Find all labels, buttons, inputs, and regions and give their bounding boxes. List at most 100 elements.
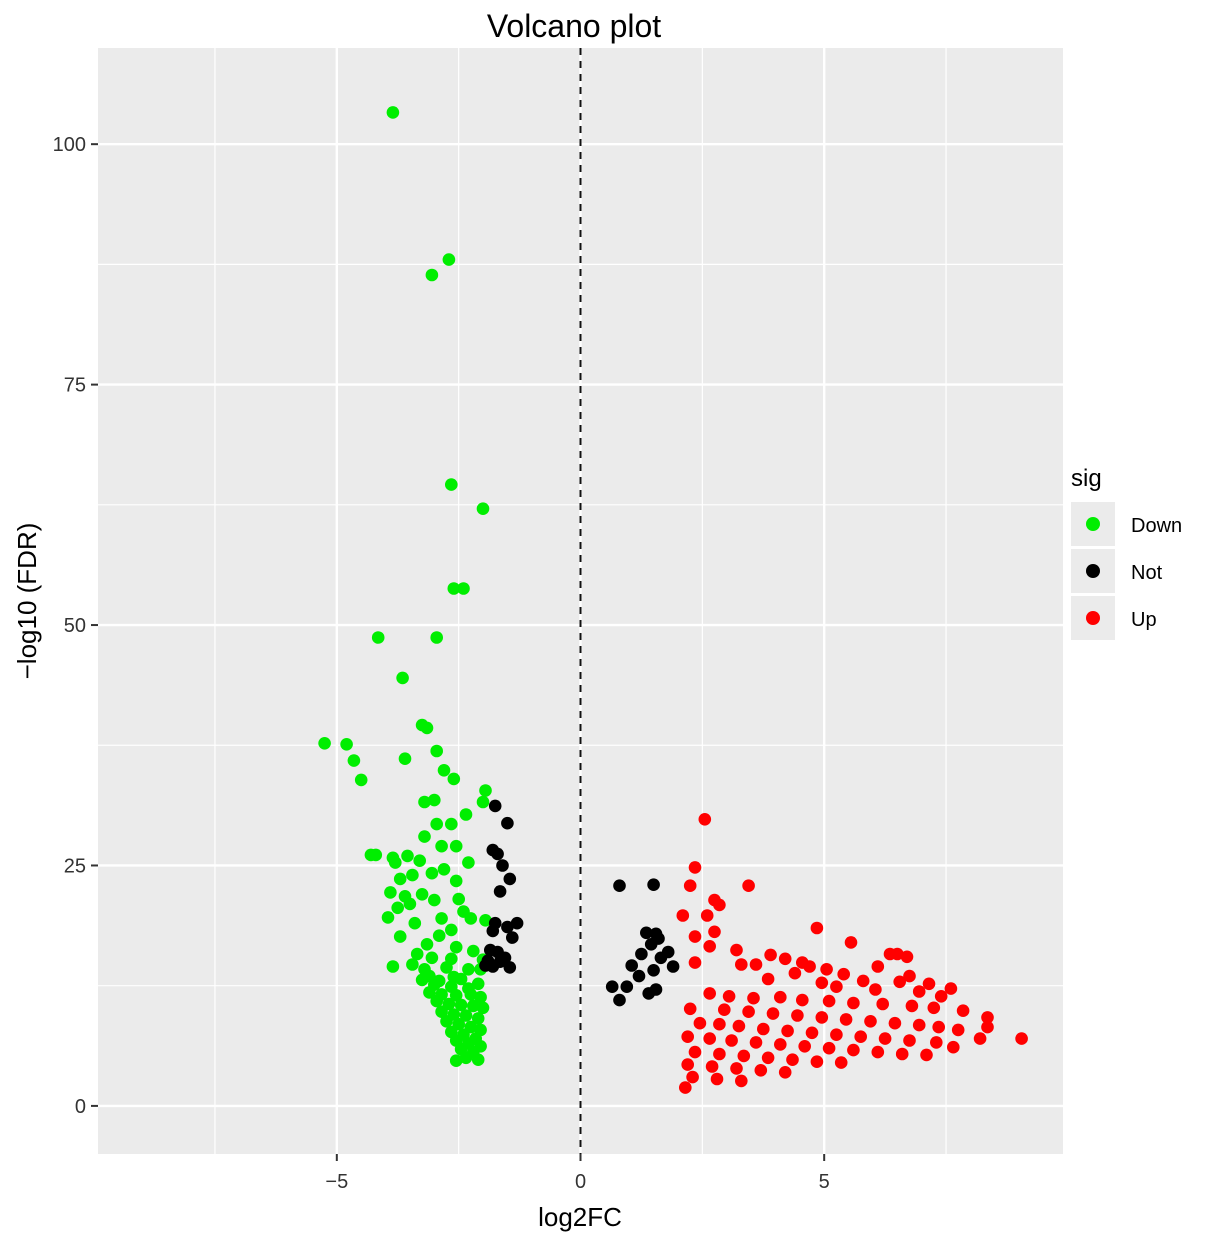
data-point-not (661, 945, 675, 959)
data-point-down (430, 744, 444, 758)
data-point-down (449, 874, 463, 888)
data-point-up (786, 1053, 799, 1066)
data-point-up (927, 1001, 941, 1015)
data-point-not (642, 987, 655, 1000)
data-point-down (410, 947, 424, 961)
data-point-up (810, 1055, 824, 1068)
data-point-up (710, 1072, 724, 1086)
data-point-down (420, 721, 434, 735)
data-point-down (476, 1001, 490, 1015)
data-point-up (932, 1020, 945, 1034)
data-point-down (386, 106, 400, 119)
data-point-down (437, 764, 451, 777)
data-point-up (754, 1064, 768, 1077)
data-point-down (415, 973, 429, 987)
data-point-not (613, 879, 626, 892)
data-point-up (888, 1016, 902, 1030)
data-point-not (620, 980, 634, 993)
data-point-down (413, 854, 427, 867)
data-point-not (632, 969, 646, 983)
x-tick-label: −5 (325, 1171, 348, 1193)
data-point-up (930, 1036, 943, 1049)
data-point-down (449, 839, 463, 853)
data-point-down (393, 872, 407, 886)
data-point-not (486, 960, 500, 973)
legend-key-not (1086, 564, 1100, 578)
legend-label-down: Down (1131, 515, 1182, 537)
data-point-down (452, 892, 466, 906)
data-point-down (437, 863, 451, 876)
data-point-up (869, 983, 882, 996)
data-point-up (944, 982, 958, 995)
data-point-up (688, 956, 702, 969)
data-point-down (445, 478, 458, 491)
data-point-not (486, 924, 500, 938)
data-point-down (442, 253, 456, 266)
data-point-not (493, 885, 507, 898)
data-point-up (839, 1013, 853, 1026)
data-point-up (781, 1024, 794, 1038)
legend-item-not: Not (1071, 549, 1163, 593)
data-point-up (737, 1049, 751, 1063)
data-point-down (318, 737, 331, 750)
data-point-down (435, 912, 448, 925)
data-point-up (761, 1051, 775, 1065)
data-point-up (747, 991, 760, 1005)
data-point-down (454, 998, 468, 1012)
y-tick-label: 50 (64, 615, 86, 637)
x-axis-label: log2FC (538, 1202, 622, 1232)
data-point-up (698, 813, 712, 826)
data-point-up (778, 952, 792, 966)
data-point-down (445, 817, 458, 831)
y-tick-label: 75 (64, 375, 86, 397)
data-point-up (871, 960, 885, 973)
data-point-down (418, 795, 431, 809)
series-not (479, 799, 680, 1007)
data-point-up (820, 963, 833, 976)
data-point-up (688, 1045, 702, 1059)
data-point-down (435, 1005, 448, 1018)
series-up (676, 813, 1028, 1094)
data-point-down (447, 582, 461, 595)
data-point-up (705, 1060, 719, 1073)
data-point-up (822, 994, 836, 1008)
data-point-up (903, 969, 916, 983)
data-point-down (369, 848, 383, 862)
data-point-down (462, 856, 475, 869)
data-point-not (501, 920, 514, 934)
data-point-up (903, 1034, 916, 1047)
data-point-up (822, 1041, 836, 1055)
data-point-down (430, 994, 444, 1008)
data-point-up (749, 958, 763, 971)
data-point-up (878, 1032, 892, 1045)
data-point-up (803, 960, 816, 973)
data-point-down (393, 930, 407, 943)
data-point-down (445, 923, 458, 937)
data-point-not (488, 799, 502, 813)
data-point-up (864, 1015, 877, 1028)
data-point-down (381, 911, 395, 924)
data-point-down (474, 990, 487, 1004)
x-tick-label: 0 (575, 1171, 586, 1193)
data-point-down (340, 738, 353, 751)
data-point-down (386, 960, 400, 973)
data-point-down (479, 784, 492, 797)
data-point-up (713, 1047, 726, 1061)
data-point-not (496, 859, 509, 872)
data-point-down (462, 963, 475, 976)
data-point-up (798, 1040, 811, 1053)
data-point-down (440, 961, 453, 974)
legend-label-up: Up (1131, 609, 1157, 631)
data-point-up (732, 1019, 746, 1033)
series-down (318, 106, 492, 1067)
legend-label-not: Not (1131, 562, 1163, 584)
data-point-up (956, 1004, 970, 1017)
data-point-up (893, 975, 906, 989)
data-point-up (713, 1017, 726, 1031)
legend-title: sig (1071, 465, 1102, 492)
data-point-up (730, 1062, 743, 1075)
data-point-down (415, 888, 429, 901)
data-point-not (503, 961, 517, 974)
data-point-down (408, 916, 422, 930)
data-point-not (640, 926, 653, 940)
